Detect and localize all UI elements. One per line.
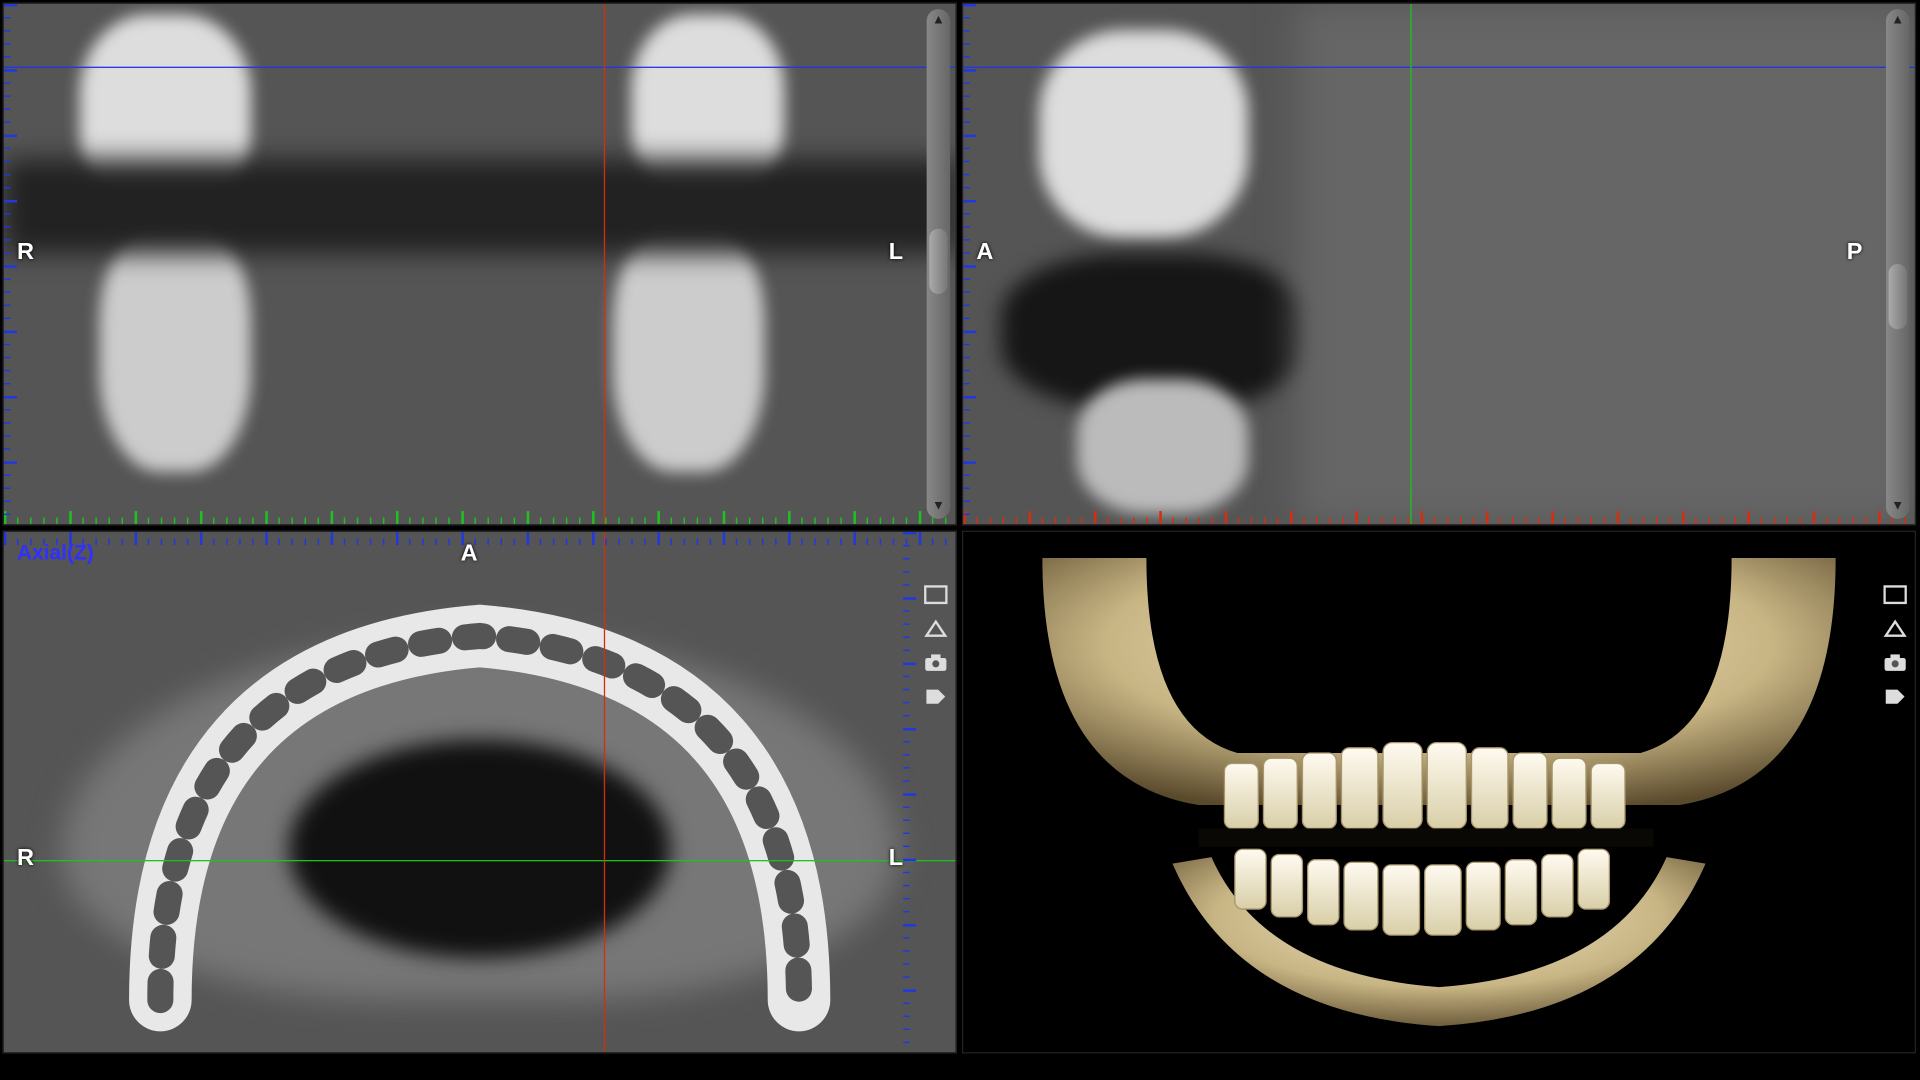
slice-scrollbar[interactable]: ▲ ▼ [1886,9,1910,519]
pane-3d-render[interactable] [962,531,1916,1054]
maximize-icon[interactable] [1882,584,1908,605]
ruler-top [4,532,955,545]
viewport-grid: R L ▲ ▼ A P ▲ ▼ [0,0,1919,1056]
ruler-bottom [4,511,955,524]
ruler-left [4,4,17,524]
ct-image-sagittal [963,4,1914,524]
crosshair-horizontal[interactable] [4,860,955,861]
scroll-thumb[interactable] [929,228,947,293]
pane-sagittal[interactable]: A P ▲ ▼ [962,3,1916,526]
ruler-bottom [963,511,1914,524]
scroll-down-icon[interactable]: ▼ [1891,501,1904,514]
ct-image-coronal [4,4,955,524]
crosshair-horizontal[interactable] [4,66,955,67]
flip-icon[interactable] [1882,618,1908,639]
crosshair-vertical[interactable] [603,532,604,1052]
pane-axial[interactable]: Axial(Z) R L A [3,531,957,1054]
crosshair-vertical[interactable] [1410,4,1411,524]
pane-tools [1881,584,1910,707]
tag-icon[interactable] [1882,686,1908,707]
crosshair-horizontal[interactable] [963,66,1914,67]
pane-coronal[interactable]: R L ▲ ▼ [3,3,957,526]
ruler-left [963,4,976,524]
view-label: Axial(Z) [17,542,94,566]
scroll-up-icon[interactable]: ▲ [1891,14,1904,27]
ruler-right [903,532,916,1052]
ct-image-axial [4,532,955,1052]
crosshair-vertical[interactable] [603,4,604,524]
tag-icon[interactable] [923,686,949,707]
pane-tools [921,584,950,707]
render-3d-skull[interactable] [963,532,1914,1052]
scroll-up-icon[interactable]: ▲ [932,14,945,27]
scroll-down-icon[interactable]: ▼ [932,501,945,514]
scroll-thumb[interactable] [1889,264,1907,329]
camera-icon[interactable] [1882,652,1908,673]
flip-icon[interactable] [923,618,949,639]
maximize-icon[interactable] [923,584,949,605]
slice-scrollbar[interactable]: ▲ ▼ [927,9,951,519]
camera-icon[interactable] [923,652,949,673]
